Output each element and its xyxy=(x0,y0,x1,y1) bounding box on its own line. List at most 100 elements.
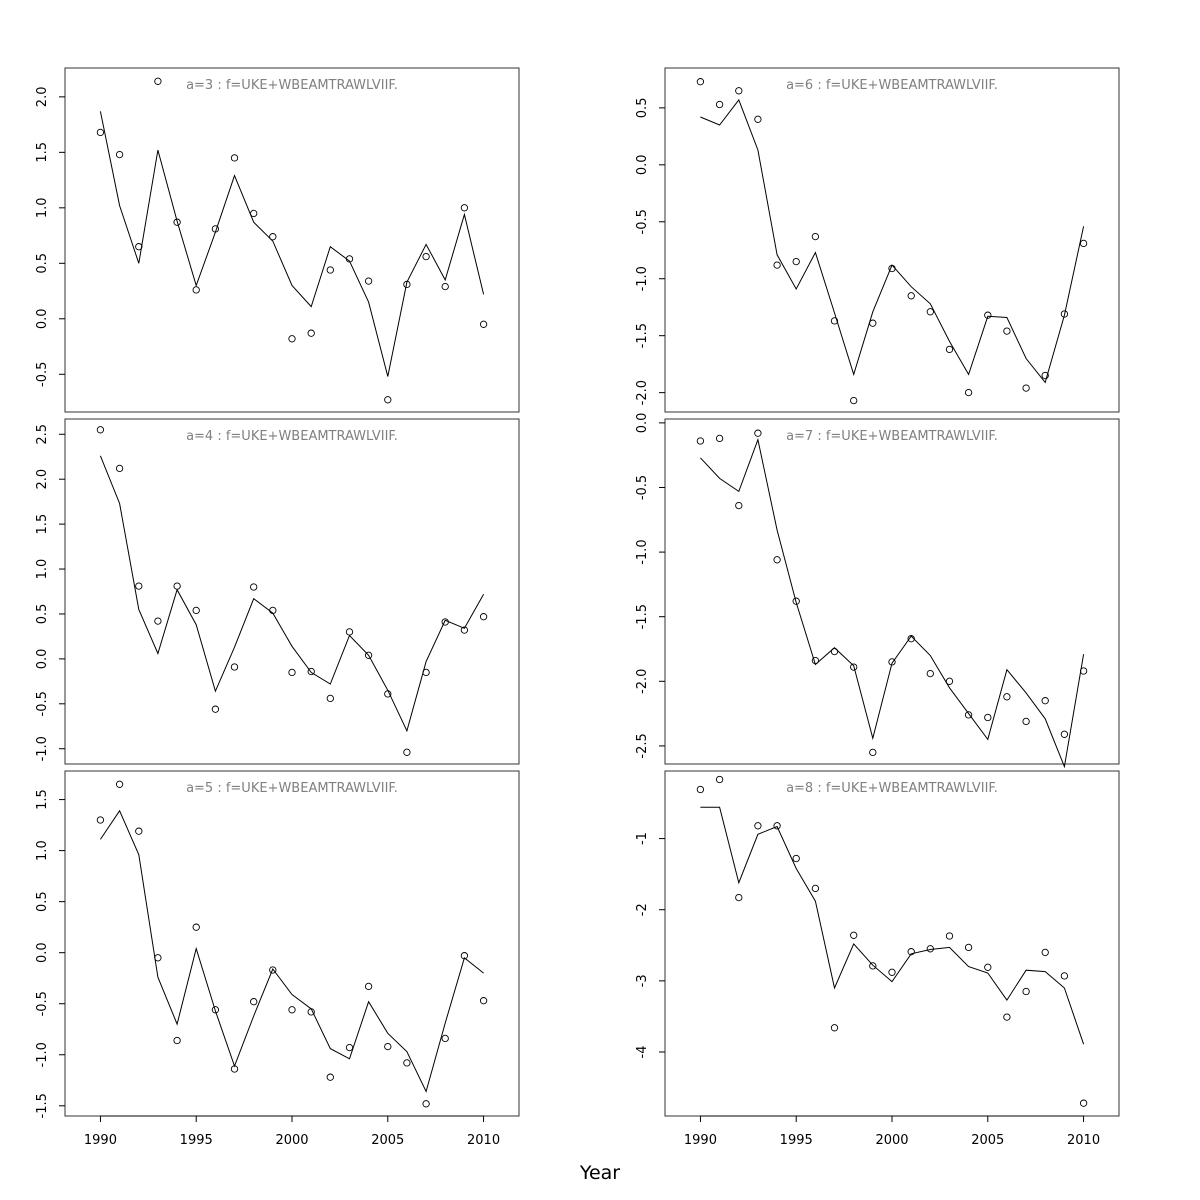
fitted-line xyxy=(700,806,1085,1045)
observed-point xyxy=(926,308,934,316)
observed-point xyxy=(345,628,354,636)
observed-point xyxy=(135,243,143,251)
y-tick-label: -1.0 xyxy=(35,1042,50,1067)
observed-point xyxy=(907,948,915,956)
x-axis-2: 1990 1995 2000 2005 2010 xyxy=(684,1115,1100,1148)
y-tick-label: 2.5 xyxy=(35,424,50,445)
y-tick-label: 0.0 xyxy=(35,649,50,670)
observed-point xyxy=(907,635,915,643)
observed-point xyxy=(888,968,896,976)
observed-point xyxy=(422,252,430,261)
fitted-line xyxy=(99,111,485,377)
observed-point xyxy=(384,690,392,698)
observed-point xyxy=(1003,327,1011,335)
observed-point xyxy=(1079,667,1088,675)
observed-point xyxy=(792,257,800,266)
observed-point xyxy=(945,677,954,685)
panel-5: a=7 : f=UKE+WBEAMTRAWLVIIF. -2.5 -2.0 -1.5 -… xyxy=(635,413,1120,769)
panel-title: a=8 : f=UKE+WBEAMTRAWLVIIF. xyxy=(786,781,998,796)
observed-point xyxy=(984,713,992,722)
y-tick-label: -2.0 xyxy=(635,669,650,694)
x-tick-label: 1995 xyxy=(780,1133,813,1148)
x-tick-label: 2005 xyxy=(971,1133,1004,1148)
observed-point xyxy=(307,1008,315,1016)
observed-point xyxy=(192,923,200,931)
observed-point xyxy=(269,966,277,974)
observed-point xyxy=(479,997,488,1005)
x-tick-label: 1995 xyxy=(180,1133,213,1148)
observed-point xyxy=(403,748,411,756)
observed-point xyxy=(754,822,762,830)
observed-point xyxy=(830,317,839,325)
observed-point xyxy=(811,884,820,893)
observed-point xyxy=(964,388,973,397)
observed-point xyxy=(230,154,239,162)
y-tick-label: 1.5 xyxy=(35,514,50,535)
observed-point xyxy=(1079,1099,1088,1107)
observed-point xyxy=(441,1034,449,1043)
observed-point xyxy=(735,893,743,902)
observed-point xyxy=(1079,239,1088,248)
observed-point xyxy=(250,583,258,591)
observed-point xyxy=(364,982,373,991)
observed-point xyxy=(715,100,724,109)
y-tick-label: 2.0 xyxy=(35,87,50,108)
y-tick-label: -1.5 xyxy=(35,1093,50,1118)
observed-point xyxy=(345,1043,354,1052)
observed-point xyxy=(135,827,143,835)
observed-point xyxy=(288,335,296,343)
panel-frame xyxy=(664,770,1120,1117)
x-axes: 1990 1995 2000 2005 2010 1990 1995 2000 2005 2010 xyxy=(84,1115,1100,1148)
observed-point xyxy=(830,647,839,656)
fitted-line xyxy=(700,437,1085,769)
observed-point xyxy=(326,694,334,703)
observed-point xyxy=(479,613,488,621)
y-tick-label: -4 xyxy=(635,1045,650,1058)
observed-point xyxy=(869,962,877,970)
observed-point xyxy=(754,115,762,123)
observed-point xyxy=(792,854,800,863)
y-tick-label: -0.5 xyxy=(35,691,50,716)
observed-point xyxy=(869,748,877,757)
panel-frame xyxy=(664,67,1120,413)
observed-point xyxy=(869,319,877,327)
panel-title: a=3 : f=UKE+WBEAMTRAWLVIIF. xyxy=(186,78,398,93)
observed-point xyxy=(384,396,392,404)
observed-point xyxy=(269,233,277,241)
observed-point xyxy=(1022,717,1030,726)
fitted-line xyxy=(99,455,485,733)
x-tick-label: 2005 xyxy=(371,1133,404,1148)
panel-4: a=6 : f=UKE+WBEAMTRAWLVIIF. -2.0 -1.5 -1.0 -… xyxy=(635,67,1120,413)
observed-point xyxy=(1041,371,1049,380)
panel-1: a=3 : f=UKE+WBEAMTRAWLVIIF. -0.5 0.0 0.5 1.0… xyxy=(35,67,520,413)
observed-point xyxy=(850,663,858,671)
observed-point xyxy=(964,711,973,719)
y-tick-label: 1.5 xyxy=(35,142,50,163)
observed-point xyxy=(135,582,143,590)
observed-point xyxy=(326,266,334,274)
y-tick-label: -1.0 xyxy=(635,266,650,291)
observed-point xyxy=(364,651,373,659)
observed-point xyxy=(792,597,800,605)
observed-point xyxy=(345,255,354,263)
observed-point xyxy=(1060,310,1069,318)
observed-point xyxy=(173,218,181,226)
x-tick-label: 2000 xyxy=(275,1133,308,1148)
y-tick-label: -2 xyxy=(635,903,650,916)
y-tick-label: -1.5 xyxy=(635,604,650,629)
observed-point xyxy=(154,954,162,962)
x-tick-label: 1990 xyxy=(84,1133,117,1148)
observed-point xyxy=(1022,384,1030,392)
observed-point xyxy=(696,78,705,86)
observed-point xyxy=(460,626,469,634)
observed-point xyxy=(1041,697,1049,705)
y-tick-label: 1.0 xyxy=(35,559,50,580)
panel-3: a=5 : f=UKE+WBEAMTRAWLVIIF. -1.5 -1.0 -0.5 0… xyxy=(35,770,520,1118)
observed-point xyxy=(288,1006,296,1014)
y-tick-label: 2.0 xyxy=(35,469,50,490)
observed-point xyxy=(1060,972,1069,980)
observed-point xyxy=(715,434,724,443)
observed-point xyxy=(460,952,469,960)
observed-point xyxy=(984,963,992,971)
panel-frame xyxy=(664,418,1120,765)
